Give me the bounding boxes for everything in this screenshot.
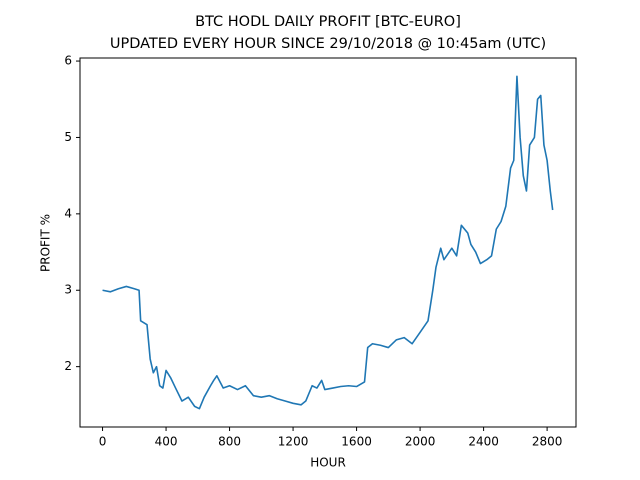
x-tick-label: 2400 xyxy=(468,435,499,449)
plot-frame xyxy=(79,57,577,428)
y-tick-label: 2 xyxy=(64,359,72,373)
x-axis-label: HOUR xyxy=(310,456,346,470)
chart-title: BTC HODL DAILY PROFIT [BTC-EURO] xyxy=(195,14,461,30)
y-tick-label: 5 xyxy=(64,130,72,144)
x-tick-label: 1600 xyxy=(341,435,372,449)
x-tick-label: 1200 xyxy=(278,435,309,449)
x-tick-label: 800 xyxy=(218,435,241,449)
y-axis-label: PROFIT % xyxy=(39,214,53,272)
x-tick-label: 2800 xyxy=(532,435,563,449)
x-tick-label: 0 xyxy=(99,435,107,449)
y-tick-label: 4 xyxy=(64,206,72,220)
chart-subtitle: UPDATED EVERY HOUR SINCE 29/10/2018 @ 10… xyxy=(110,36,546,52)
data-line xyxy=(102,75,554,410)
y-tick-label: 3 xyxy=(64,283,72,297)
x-tick-label: 2000 xyxy=(405,435,436,449)
y-tick-label: 6 xyxy=(64,54,72,68)
x-tick-label: 400 xyxy=(155,435,178,449)
